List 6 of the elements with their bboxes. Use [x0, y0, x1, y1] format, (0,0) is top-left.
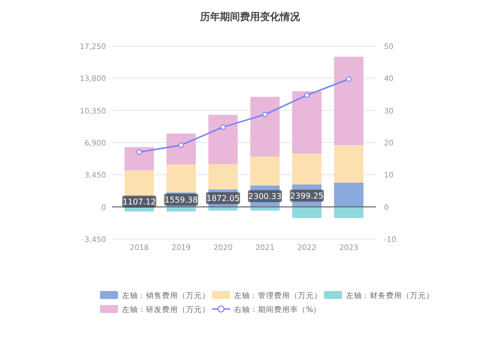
data-label: 2300.33: [248, 192, 282, 202]
chart-title: 历年期间费用变化情况: [199, 11, 301, 23]
data-label: 2399.25: [290, 192, 324, 201]
data-label: 1107.12: [122, 198, 156, 207]
data-label: 1872.05: [206, 194, 240, 204]
data-label: 1559.38: [164, 196, 198, 205]
